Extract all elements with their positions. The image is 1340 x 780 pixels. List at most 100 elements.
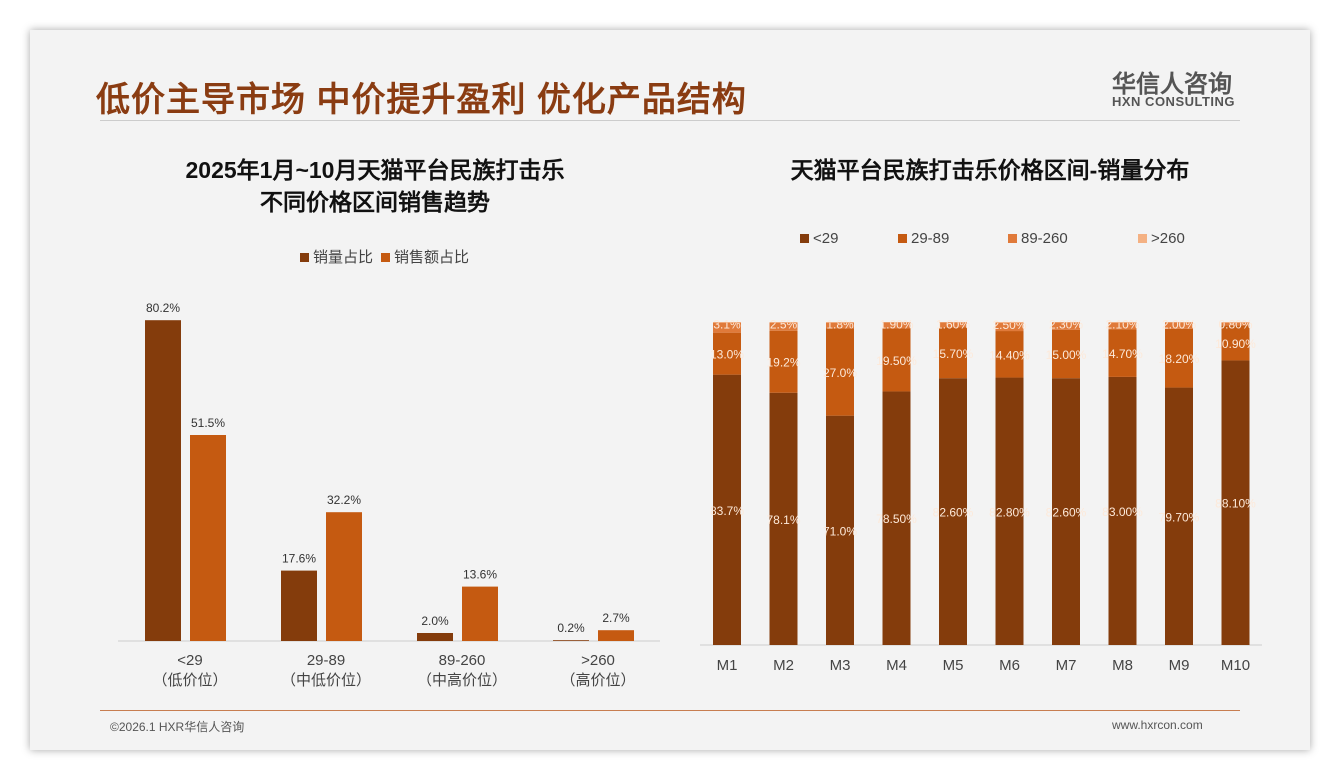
x-tick-label: M10	[1221, 657, 1250, 674]
x-tick-label: M6	[999, 657, 1020, 674]
data-label: 0.2%	[557, 621, 585, 635]
data-label: 82.60%	[1046, 506, 1087, 520]
stacked-segment	[1165, 387, 1193, 645]
divider	[100, 120, 1240, 121]
stacked-segment	[995, 331, 1024, 378]
chart1-title: 2025年1月~10月天猫平台民族打击乐 不同价格区间销售趋势	[130, 154, 620, 218]
stacked-segment	[882, 328, 911, 392]
data-label: 2.00%	[1162, 317, 1196, 331]
legend-item: 29-89	[898, 230, 1008, 247]
data-label: 1.8%	[826, 318, 854, 332]
stacked-segment	[769, 322, 798, 331]
bar-revenue	[598, 630, 634, 641]
title-line: 2025年1月~10月天猫平台民族打击乐	[185, 157, 565, 183]
data-label: 18.20%	[1159, 352, 1200, 366]
stacked-segment	[713, 322, 741, 323]
legend-item: >260	[1138, 230, 1185, 247]
stacked-segment	[826, 322, 854, 329]
bar-volume	[145, 320, 181, 641]
stacked-segment	[995, 322, 1024, 323]
data-label: 19.50%	[876, 354, 917, 368]
stacked-segment	[1221, 325, 1250, 361]
x-tick-label: M2	[773, 657, 794, 674]
x-tick-sublabel: （中低价位）	[281, 672, 371, 689]
stacked-segment	[939, 322, 967, 328]
data-label: 83.7%	[710, 504, 744, 518]
x-tick-sublabel: （高价位）	[560, 672, 635, 689]
stacked-segment	[995, 322, 1024, 332]
data-label: 80.2%	[146, 301, 180, 315]
data-label: 13.6%	[463, 568, 497, 582]
data-label: 19.2%	[766, 356, 800, 370]
data-label: 79.70%	[1159, 510, 1200, 524]
x-tick-label: M3	[830, 657, 851, 674]
stacked-segment	[1221, 322, 1250, 326]
x-tick-label: M5	[943, 657, 964, 674]
x-tick-sublabel: （低价位）	[152, 672, 227, 689]
data-label: 2.0%	[421, 614, 449, 628]
data-label: 1.90%	[879, 317, 913, 331]
bar-volume	[281, 570, 317, 641]
x-tick-label: M8	[1112, 657, 1133, 674]
stacked-segment	[713, 332, 741, 375]
stacked-segment	[1108, 322, 1137, 330]
logo: 华信人咨询	[1112, 64, 1232, 99]
data-label: 15.70%	[933, 347, 974, 361]
stacked-segment	[1052, 378, 1080, 645]
legend-item: 销量占比	[300, 246, 373, 267]
data-label: 14.70%	[1102, 347, 1143, 361]
stacked-segment	[826, 328, 854, 416]
stacked-segment	[769, 330, 798, 393]
data-label: 32.2%	[327, 493, 361, 507]
data-label: 3.1%	[713, 318, 741, 332]
x-tick-label: M9	[1169, 657, 1190, 674]
data-label: 1.60%	[936, 317, 970, 331]
bar-revenue	[462, 586, 498, 641]
data-label: 71.0%	[823, 524, 857, 538]
stacked-segment	[882, 322, 911, 329]
footer-url: www.hxrcon.com	[1112, 718, 1203, 732]
data-label: 51.5%	[191, 416, 225, 430]
data-label: 82.80%	[989, 505, 1030, 519]
stacked-segment	[939, 378, 967, 645]
data-label: 2.7%	[602, 611, 630, 625]
chart1-legend: 销量占比 销售额占比	[300, 246, 469, 267]
data-label: 13.0%	[710, 348, 744, 362]
bar-revenue	[326, 512, 362, 641]
stacked-segment	[995, 377, 1024, 645]
x-tick-label: >260	[581, 652, 615, 669]
slide	[30, 30, 1310, 750]
chart2-title: 天猫平台民族打击乐价格区间-销量分布	[790, 157, 1190, 183]
stacked-segment	[769, 392, 798, 645]
data-label: 83.00%	[1102, 505, 1143, 519]
data-label: 82.60%	[933, 506, 974, 520]
legend-item: <29	[800, 230, 898, 247]
logo-cn: 华信人咨询	[1112, 71, 1232, 98]
x-tick-sublabel: （中高价位）	[417, 672, 507, 689]
stacked-segment	[713, 374, 741, 645]
data-label: 17.6%	[282, 552, 316, 566]
data-label: 88.10%	[1215, 497, 1256, 511]
data-label: 27.0%	[823, 366, 857, 380]
bar-volume	[553, 640, 589, 641]
data-label: 2.50%	[992, 318, 1026, 332]
stacked-segment	[1108, 322, 1137, 323]
data-label: 14.40%	[989, 348, 1030, 362]
stacked-segment	[1052, 329, 1080, 379]
data-label: 0.80%	[1218, 318, 1252, 332]
data-label: 10.90%	[1215, 337, 1256, 351]
stacked-segment	[1221, 360, 1250, 645]
legend-item: 89-260	[1008, 230, 1138, 247]
stacked-segment	[882, 391, 911, 645]
logo-en: HXN CONSULTING	[1112, 94, 1236, 109]
bar-volume	[417, 633, 453, 641]
stacked-segment	[1108, 329, 1137, 377]
stacked-segment	[1165, 322, 1193, 329]
page-title: 低价主导市场 中价提升盈利 优化产品结构	[96, 81, 747, 119]
x-tick-label: M4	[886, 657, 907, 674]
chart2-legend: <29 29-89 89-260 >260	[800, 230, 1185, 247]
divider	[100, 710, 1240, 711]
stacked-segment	[1108, 376, 1137, 645]
bar-revenue	[190, 435, 226, 641]
